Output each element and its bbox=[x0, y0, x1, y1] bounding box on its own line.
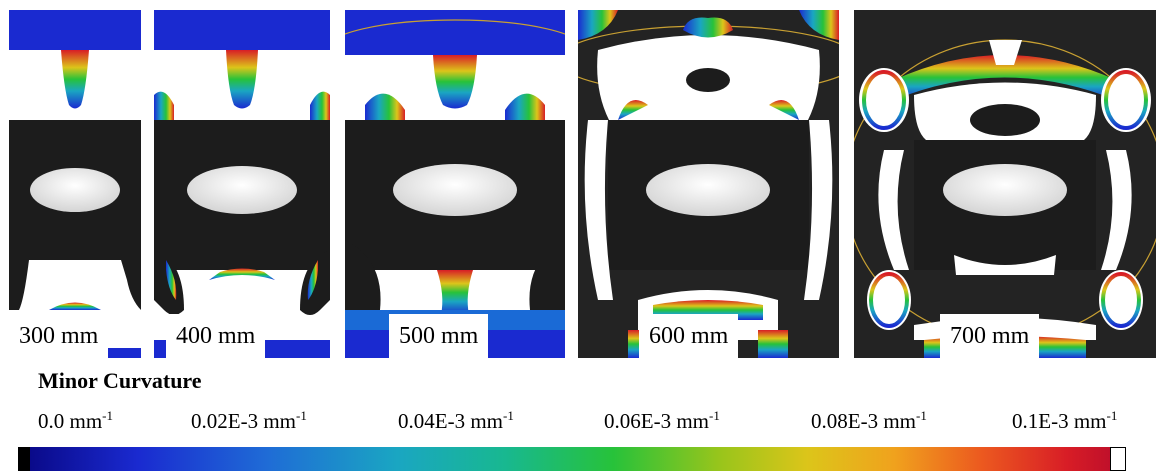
colorbar-max-swatch bbox=[1110, 447, 1126, 471]
panel-600mm: 600 mm bbox=[578, 10, 839, 358]
curvature-map-600mm bbox=[578, 10, 839, 358]
panel-label: 700 mm bbox=[940, 314, 1040, 358]
curvature-map-700mm bbox=[854, 39, 1156, 358]
colorbar bbox=[18, 447, 1126, 471]
colorbar-tick-label: 0.08E-3 mm-1 bbox=[811, 408, 927, 433]
colorbar-gradient bbox=[30, 447, 1110, 471]
panel-300mm: 300 mm bbox=[9, 10, 141, 358]
panel-label: 500 mm bbox=[389, 314, 489, 358]
colorbar-title: Minor Curvature bbox=[38, 368, 202, 393]
colorbar-min-swatch bbox=[18, 447, 30, 471]
curvature-map-500mm bbox=[345, 10, 565, 358]
panel-500mm: 500 mm bbox=[345, 10, 565, 358]
panel-700mm: 700 mm bbox=[854, 10, 1156, 358]
panel-label: 600 mm bbox=[639, 314, 739, 358]
colorbar-tick-label: 0.02E-3 mm-1 bbox=[191, 408, 307, 433]
colorbar-tick-label: 0.1E-3 mm-1 bbox=[1012, 408, 1118, 433]
panel-label: 300 mm bbox=[9, 314, 109, 358]
colorbar-tick-label: 0.0 mm-1 bbox=[38, 408, 114, 433]
colorbar-tick-label: 0.04E-3 mm-1 bbox=[398, 408, 514, 433]
panel-400mm: 400 mm bbox=[154, 10, 330, 358]
panel-label: 400 mm bbox=[166, 314, 266, 358]
colorbar-tick-label: 0.06E-3 mm-1 bbox=[604, 408, 720, 433]
curvature-map-300mm bbox=[9, 10, 141, 358]
curvature-map-400mm bbox=[154, 10, 330, 358]
